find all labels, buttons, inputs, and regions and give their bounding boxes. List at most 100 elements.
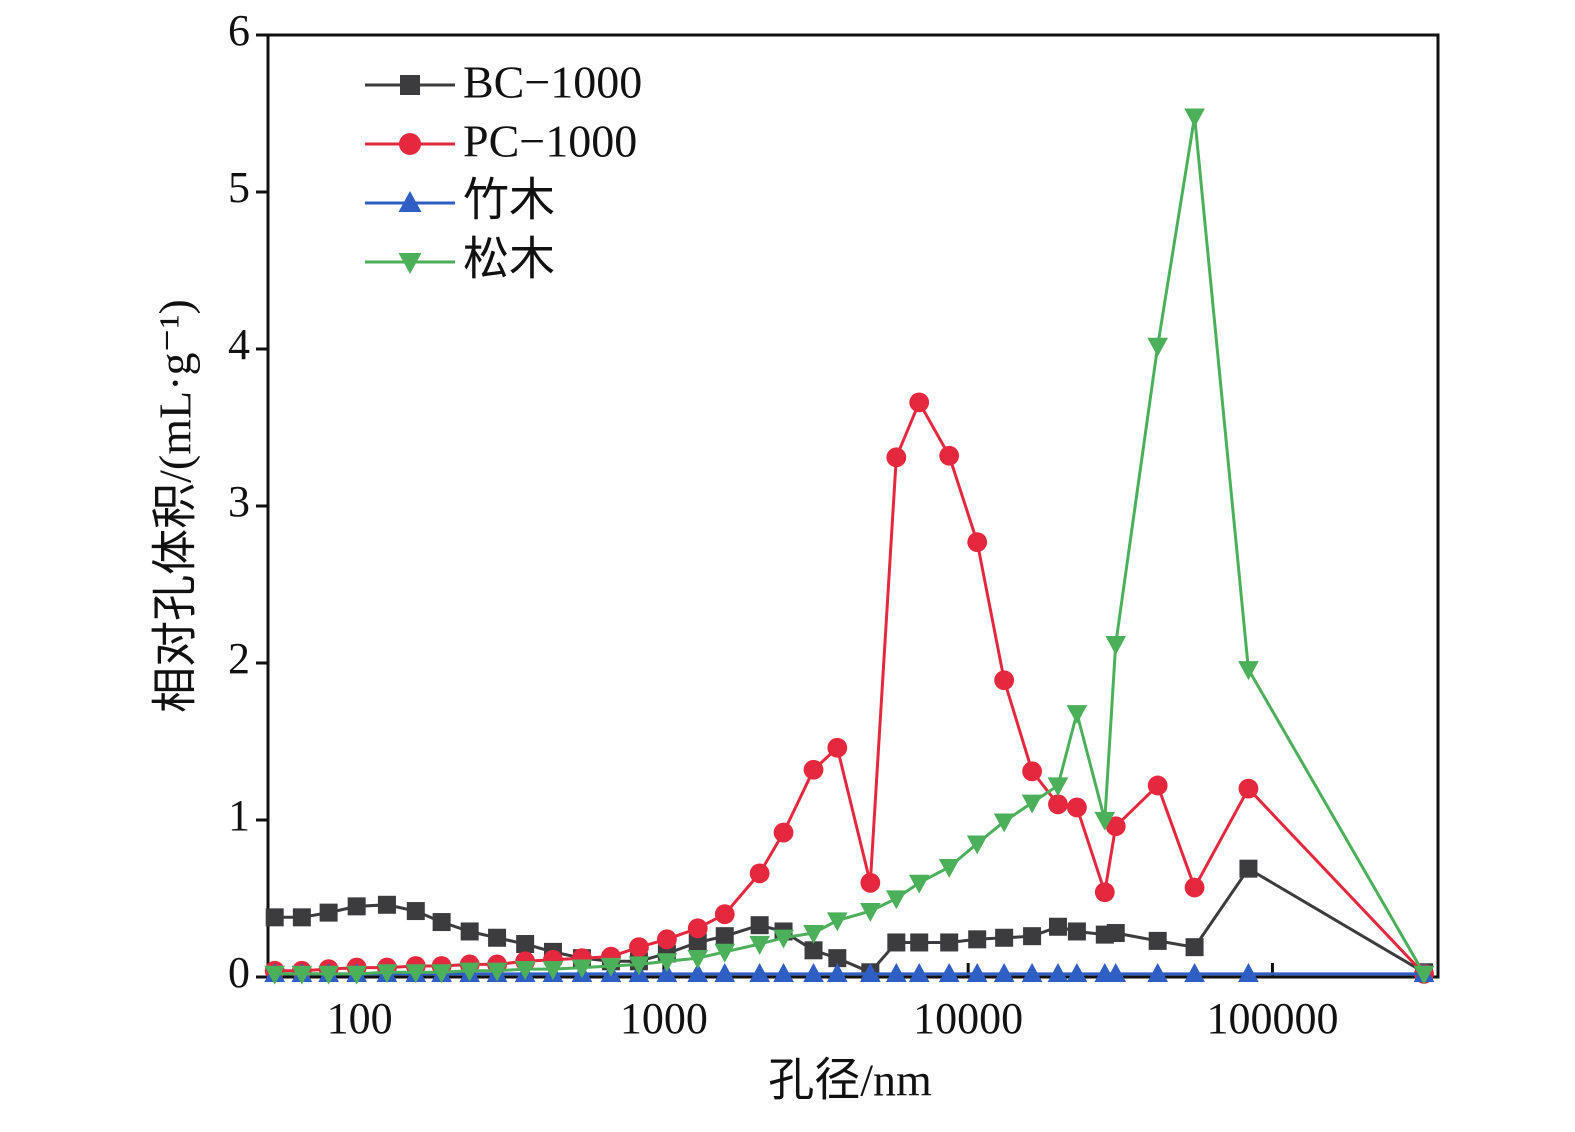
marker: [1184, 963, 1205, 982]
x-tick-label: 1000: [620, 994, 708, 1043]
marker: [1105, 816, 1126, 837]
marker: [749, 963, 770, 982]
marker: [908, 963, 930, 982]
marker: [1066, 963, 1088, 982]
marker: [291, 965, 313, 985]
plot-frame: [266, 33, 1440, 979]
marker: [750, 916, 769, 935]
legend-label: 竹木: [463, 175, 555, 226]
marker: [995, 928, 1014, 947]
marker: [398, 253, 422, 274]
marker: [571, 959, 593, 979]
marker: [292, 908, 311, 927]
series-line: [274, 398, 1426, 975]
marker: [1094, 882, 1115, 903]
marker: [968, 930, 987, 949]
marker: [628, 956, 650, 976]
series: [264, 108, 1435, 985]
marker: [459, 962, 481, 982]
marker: [714, 963, 736, 982]
marker: [400, 75, 420, 95]
marker: [377, 895, 396, 914]
marker: [826, 912, 848, 932]
marker: [1021, 794, 1043, 814]
marker: [432, 913, 451, 932]
marker: [600, 957, 622, 977]
marker: [1022, 761, 1042, 782]
marker: [749, 935, 770, 955]
marker: [887, 933, 906, 952]
marker: [714, 904, 735, 925]
marker: [749, 863, 770, 884]
marker: [687, 918, 708, 939]
marker: [993, 813, 1015, 833]
marker: [656, 953, 678, 973]
marker: [1147, 963, 1169, 982]
marker: [1047, 963, 1069, 982]
marker: [629, 937, 649, 958]
marker: [1185, 938, 1204, 957]
marker: [406, 902, 425, 921]
marker: [264, 965, 286, 985]
marker: [460, 922, 479, 941]
marker: [687, 963, 709, 982]
marker: [1105, 963, 1127, 982]
x-axis-label: 孔径/nm: [768, 1055, 932, 1106]
marker: [431, 964, 452, 984]
marker: [827, 737, 848, 758]
marker: [715, 927, 734, 946]
marker: [687, 950, 709, 969]
marker: [656, 929, 677, 950]
marker: [405, 964, 427, 984]
marker: [688, 933, 707, 952]
marker: [885, 890, 907, 910]
marker: [1094, 811, 1116, 831]
marker: [347, 897, 366, 916]
marker: [1147, 337, 1169, 357]
marker: [486, 962, 508, 982]
marker: [1067, 797, 1087, 818]
marker: [1047, 777, 1069, 797]
marker: [994, 670, 1015, 691]
marker: [804, 941, 823, 960]
legend-label: PC−1000: [463, 116, 637, 167]
legend-label: BC−1000: [463, 57, 642, 108]
marker: [1023, 927, 1042, 946]
marker: [376, 964, 398, 984]
marker: [1413, 965, 1435, 985]
marker: [1048, 917, 1067, 936]
marker: [1238, 661, 1259, 681]
marker: [1239, 859, 1258, 878]
y-tick-label: 3: [228, 477, 250, 526]
y-tick-label: 1: [228, 791, 250, 840]
series-line: [274, 116, 1426, 976]
marker: [803, 963, 824, 982]
y-tick-label: 0: [228, 948, 250, 997]
marker: [714, 943, 736, 963]
marker: [908, 874, 930, 894]
marker: [860, 872, 881, 893]
marker: [399, 133, 421, 155]
marker: [859, 902, 881, 922]
marker: [773, 822, 794, 843]
marker: [803, 924, 824, 944]
marker: [1067, 922, 1086, 941]
marker: [938, 963, 960, 982]
marker: [993, 963, 1015, 982]
marker: [1105, 636, 1127, 655]
marker: [1048, 794, 1068, 815]
marker: [803, 759, 824, 780]
marker: [265, 908, 284, 927]
marker: [940, 933, 959, 952]
marker: [886, 447, 907, 468]
y-tick-label: 4: [228, 320, 250, 369]
y-axis-label: 相对孔体积/(mL·g⁻¹): [150, 299, 201, 713]
x-tick-label: 100000: [1206, 994, 1338, 1043]
marker: [966, 835, 988, 855]
y-tick-label: 6: [228, 6, 250, 55]
marker: [1066, 705, 1088, 725]
marker: [826, 963, 848, 982]
y-tick-label: 2: [228, 634, 250, 683]
